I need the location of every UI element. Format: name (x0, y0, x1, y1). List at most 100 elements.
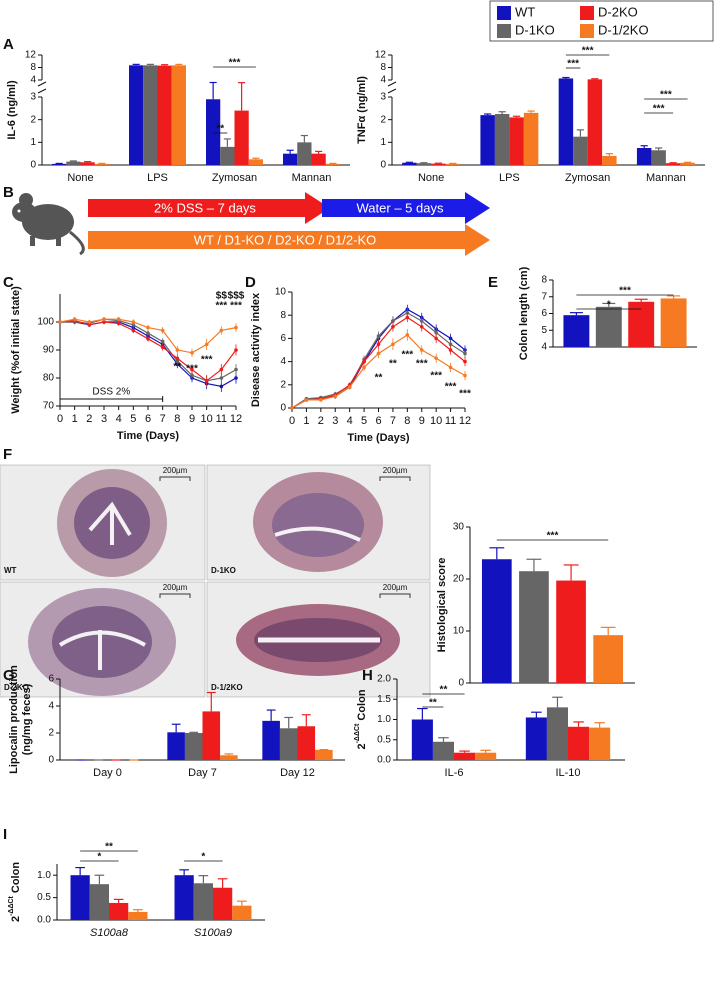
point (131, 328, 136, 333)
point (116, 317, 121, 322)
point (448, 336, 453, 341)
x-tick-label: S100a9 (194, 927, 232, 939)
significance-label: ** (440, 685, 448, 696)
genotype-label: WT / D1-KO / D2-KO / D1/2-KO (194, 232, 377, 247)
bar (556, 580, 586, 683)
significance-label: *** (567, 59, 579, 70)
x-tick-label: Day 0 (93, 767, 122, 779)
significance-label: *** (582, 46, 594, 57)
point (219, 384, 224, 389)
x-tick-label: 6 (375, 415, 381, 427)
bar (220, 146, 235, 165)
y-tick-label: 4 (380, 75, 386, 86)
y-tick-label: 0 (280, 403, 286, 414)
point (160, 339, 165, 344)
bar (558, 78, 574, 165)
y-axis-label: IL-6 (ng/ml) (6, 80, 18, 140)
significance-label: $$ (216, 291, 228, 302)
bar (628, 301, 655, 347)
y-tick-label: 2.0 (377, 674, 391, 685)
y-axis-label: Disease activity index (250, 292, 262, 407)
y-tick-label: 0 (48, 755, 54, 766)
image-label: D-1/2KO (211, 683, 243, 692)
point (190, 367, 194, 372)
y-tick-label: 8 (380, 62, 386, 73)
x-tick-label: 5 (130, 413, 136, 425)
significance-label: ** (173, 362, 181, 373)
point (376, 351, 381, 356)
image-label: WT (4, 566, 17, 575)
y-axis-label: Colon length (cm) (518, 266, 530, 360)
y-tick-label: 0.0 (377, 755, 391, 766)
point (391, 342, 395, 347)
x-tick-label: Zymosan (212, 172, 257, 184)
y-tick-label: 4 (48, 701, 54, 712)
point (448, 342, 453, 347)
x-tick-label: IL-6 (445, 767, 464, 779)
bar (174, 875, 194, 920)
y-tick-label: 8 (541, 275, 547, 286)
point (362, 365, 366, 370)
bar (52, 163, 67, 165)
bar (167, 732, 185, 760)
point (304, 398, 309, 402)
y-tick-label: 4 (30, 75, 36, 86)
panel-letter: E (488, 274, 498, 291)
y-tick-label: 4 (280, 356, 286, 367)
point (204, 379, 209, 383)
bar (283, 153, 298, 165)
point (87, 323, 92, 327)
x-tick-label: 7 (160, 413, 166, 425)
y-tick-label: 0 (458, 678, 464, 689)
point (87, 320, 92, 324)
panel-letter: A (3, 36, 14, 53)
x-tick-label: 7 (390, 415, 396, 427)
point (434, 336, 438, 341)
point (391, 319, 395, 323)
y-tick-label: 1.5 (377, 694, 391, 705)
point (376, 334, 381, 338)
bar (651, 150, 666, 165)
x-tick-label: 12 (230, 413, 242, 425)
bar (454, 752, 476, 760)
scale-bar-label: 200µm (383, 466, 408, 475)
y-axis-label: 2-ΔΔCt Colon (8, 862, 22, 922)
x-tick-label: 1 (72, 413, 78, 425)
point (376, 342, 381, 347)
point (146, 331, 150, 336)
x-tick-label: IL-10 (555, 767, 580, 779)
significance-label: * (97, 852, 101, 863)
x-tick-label: LPS (499, 172, 520, 184)
series-line (291, 308, 466, 409)
y-tick-label: 5 (541, 325, 547, 336)
point (219, 328, 224, 333)
bar (128, 911, 148, 920)
point (160, 328, 165, 333)
y-tick-label: 0.5 (37, 892, 51, 903)
y-tick-label: 3 (30, 92, 36, 103)
mouse-icon (12, 193, 85, 256)
axis-break (37, 81, 47, 94)
water-arrow (322, 192, 490, 224)
significance-label: *** (459, 389, 471, 400)
bar (602, 155, 617, 165)
panel-letter: D (245, 274, 256, 291)
point (234, 325, 238, 330)
x-tick-label: 9 (189, 413, 195, 425)
legend-label: WT (515, 4, 535, 19)
bar (171, 65, 186, 165)
x-tick-label: S100a8 (90, 927, 129, 939)
significance-label: *** (660, 90, 672, 101)
point (463, 351, 467, 356)
legend-swatch (580, 24, 594, 38)
point (419, 348, 424, 352)
significance-label: *** (430, 371, 442, 382)
bar (660, 298, 687, 347)
x-tick-label: LPS (147, 172, 168, 184)
y-tick-label: 2 (280, 379, 286, 390)
bar (573, 136, 588, 165)
significance-label: ** (105, 842, 113, 853)
image-label: D-1KO (211, 566, 236, 575)
panel-letter: G (3, 667, 15, 684)
significance-label: *** (186, 364, 198, 375)
